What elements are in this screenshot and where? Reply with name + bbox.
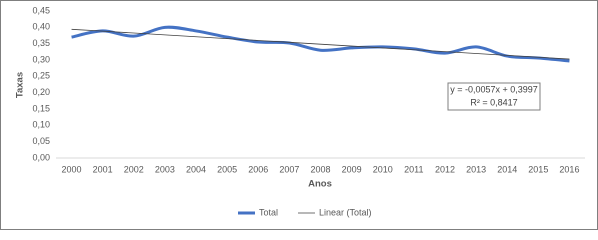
x-tick-label: 2004 [186, 164, 206, 174]
x-tick-label: 2011 [404, 164, 423, 174]
y-tick-label: 0,35 [32, 38, 50, 48]
annotation-box [447, 82, 541, 111]
x-tick-label: 2005 [217, 164, 237, 174]
annotation: R² = 0,8417 [470, 97, 517, 107]
chart-border [0, 0, 598, 230]
x-tick-label: 2007 [279, 164, 299, 174]
x-axis-title: Anos [308, 179, 332, 190]
x-tick-label: 2002 [124, 164, 144, 174]
x-tick-label: 2009 [342, 164, 362, 174]
trend-line [71, 28, 570, 60]
y-tick-label: 0,00 [32, 152, 50, 162]
x-tick-label: 2008 [310, 164, 330, 174]
annotation: y = -0,0057x + 0,3997 [450, 84, 538, 94]
x-tick-label: 2013 [466, 164, 486, 174]
y-tick-label: 0,15 [32, 103, 50, 113]
legend-label: Linear (Total) [319, 207, 372, 217]
legend-label: Total [259, 207, 278, 217]
x-tick-label: 2006 [248, 164, 268, 174]
x-tick-label: 2010 [373, 164, 393, 174]
y-tick-label: 0,40 [32, 22, 50, 32]
x-tick-label: 2016 [559, 164, 579, 174]
x-tick-label: 2015 [528, 164, 548, 174]
x-tick-label: 2012 [435, 164, 455, 174]
x-tick-label: 2003 [155, 164, 175, 174]
x-tick-label: 2000 [62, 164, 82, 174]
y-tick-label: 0,10 [32, 120, 50, 130]
y-tick-label: 0,25 [32, 71, 50, 81]
x-tick-label: 2014 [497, 164, 517, 174]
x-tick-label: 2001 [93, 164, 113, 174]
y-tick-label: 0,30 [32, 54, 50, 64]
y-tick-label: 0,20 [32, 87, 50, 97]
data-line [71, 25, 570, 63]
chart: Taxas Anos y = -0,0057x + 0,3997 R² = 0,… [0, 0, 598, 230]
y-tick-label: 0,05 [32, 136, 50, 146]
y-tick-label: 0,45 [32, 5, 50, 15]
y-axis-title: Taxas [15, 72, 26, 98]
